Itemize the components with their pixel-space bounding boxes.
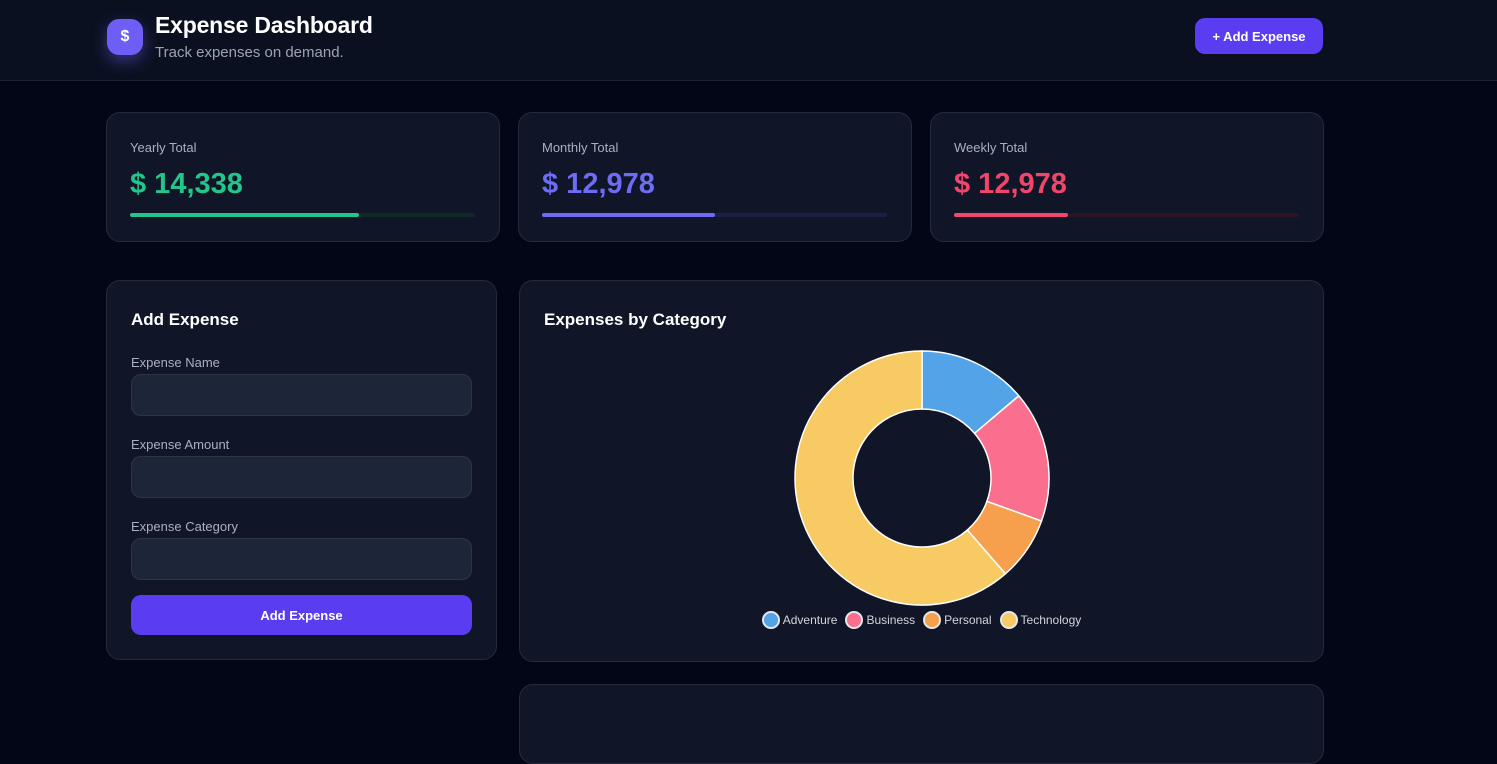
legend-item-personal[interactable]: Personal [923,611,992,629]
legend-label: Personal [944,613,992,627]
app-subtitle: Track expenses on demand. [155,44,344,61]
expense-amount-label: Expense Amount [131,437,230,452]
weekly-progress-fill [954,213,1068,217]
weekly-total-label: Weekly Total [954,140,1028,155]
add-expense-submit-button[interactable]: Add Expense [131,595,472,635]
donut-slice-technology[interactable] [794,350,1007,606]
dollar-logo-icon: $ [107,19,143,55]
weekly-progress-bar [954,213,1299,217]
expense-name-label: Expense Name [131,355,220,370]
monthly-progress-fill [542,213,715,217]
monthly-total-value: $ 12,978 [542,168,655,200]
expenses-by-category-card: Expenses by Category Adventure Business Pe… [519,280,1324,662]
header-add-expense-button[interactable]: + Add Expense [1195,18,1323,54]
legend-item-business[interactable]: Business [845,611,915,629]
legend-swatch [761,611,780,629]
legend-item-adventure[interactable]: Adventure [761,611,838,629]
expense-category-label: Expense Category [131,519,238,534]
form-title: Add Expense [131,310,239,329]
app-title: Expense Dashboard [155,12,373,38]
yearly-progress-fill [130,213,360,217]
legend-item-technology[interactable]: Technology [999,611,1082,629]
monthly-progress-bar [542,213,887,217]
yearly-total-card: Yearly Total $ 14,338 [106,112,500,242]
legend-label: Adventure [782,613,838,627]
legend-swatch [999,611,1018,629]
yearly-total-label: Yearly Total [130,140,197,155]
expense-name-input[interactable] [131,374,472,416]
weekly-total-value: $ 12,978 [954,168,1067,200]
legend-swatch [845,611,864,629]
add-expense-form: Add Expense Expense Name Expense Amount … [106,280,497,660]
yearly-progress-bar [130,213,475,217]
expense-amount-input[interactable] [131,456,472,498]
lower-card [519,684,1324,764]
chart-title: Expenses by Category [544,310,727,329]
legend-label: Technology [1020,613,1082,627]
legend-label: Business [866,613,916,627]
monthly-total-label: Monthly Total [542,140,619,155]
category-donut-chart [794,350,1050,606]
yearly-total-value: $ 14,338 [130,168,243,200]
chart-legend: Adventure Business Personal Technology [520,611,1323,629]
weekly-total-card: Weekly Total $ 12,978 [930,112,1324,242]
top-bar: $ Expense Dashboard Track expenses on de… [0,0,1497,81]
monthly-total-card: Monthly Total $ 12,978 [518,112,912,242]
legend-swatch [923,611,942,629]
expense-category-input[interactable] [131,538,472,580]
